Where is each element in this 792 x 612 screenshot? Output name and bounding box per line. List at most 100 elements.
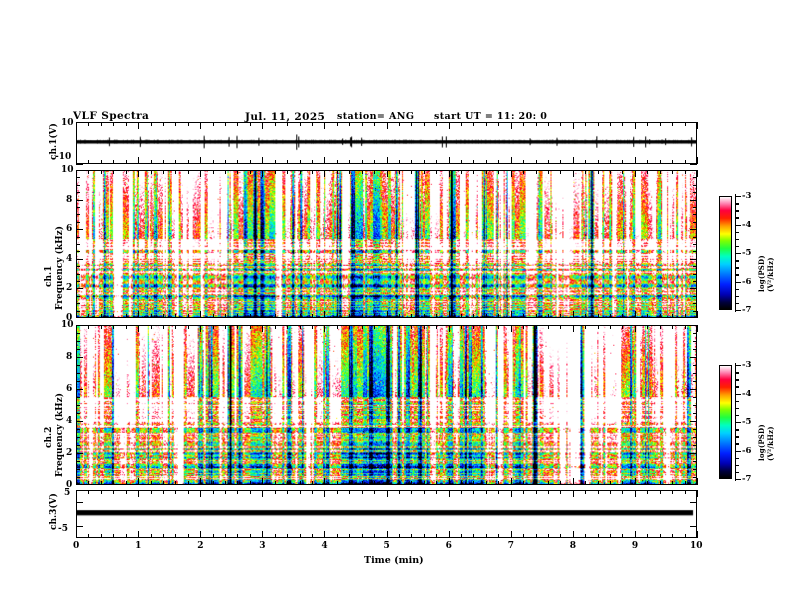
ytick-label-1-0: 10 [61,165,74,175]
xtick-minor-top-0-7-3 [547,122,549,126]
xtick-minor-top-2-6-1 [461,325,463,329]
xtick-minor-bot-3-7-2 [535,534,537,538]
xtick-minor-bot-2-9-1 [647,481,649,485]
ytick-minor-1-18 [76,184,80,186]
xtick-major-bot-0-9 [634,157,636,164]
xtick-major-top-2-6 [448,325,450,332]
ytick-mark-left-1-0 [76,170,83,171]
xtick-minor-bot-0-7-1 [523,160,525,164]
ytick-minor-r-1-10 [693,244,697,245]
xtick-major-bot-3-2 [200,531,202,538]
xtick-minor-bot-1-3-4 [311,314,313,318]
cbtick-minor-2--4.75 [736,414,739,417]
xtick-minor-top-2-3-4 [311,325,313,329]
xtick-minor-top-1-2-4 [249,170,251,174]
xtick-minor-bot-1-3-3 [299,314,301,318]
xtick-minor-top-0-2-2 [225,122,227,126]
xtick-minor-bot-2-5-3 [423,481,425,485]
xtick-minor-bot-3-1-2 [162,534,164,538]
xtick-minor-top-3-1-4 [187,490,189,494]
xtick-major-top-0-1 [138,122,140,129]
cbtick-minor-1--4.75 [736,245,739,248]
xtick-minor-bot-1-0-1 [88,314,90,318]
xtick-minor-bot-0-5-2 [411,160,413,164]
xtick-minor-bot-2-7-1 [523,481,525,485]
xtick-minor-top-2-0-4 [125,325,127,329]
colorbar-ch1-axis [735,194,737,312]
xtick-minor-top-0-7-2 [535,122,537,126]
xtick-label-10: 10 [690,541,703,551]
ytick-minor-2-17 [76,349,80,350]
colorbar-ch1-gradient [720,197,731,309]
xtick-minor-top-2-2-1 [212,325,214,329]
xtick-minor-top-0-1-2 [162,122,164,126]
xtick-minor-top-3-0-4 [125,490,127,494]
xtick-minor-top-3-6-1 [461,490,463,494]
xtick-minor-bot-0-2-2 [225,160,227,164]
xtick-minor-top-1-6-4 [498,170,500,174]
ytick-minor-r-2-13 [693,381,697,382]
ytick-minor-r-1-14 [693,214,697,216]
ch1-ytick-top: 10 [61,118,74,128]
xtick-minor-top-0-7-1 [523,122,525,126]
xtick-minor-bot-1-4-1 [336,314,338,318]
v-ytick-r-0-1 [690,164,697,165]
xtick-major-top-0-0 [76,122,77,129]
ytick-minor-1-17 [76,192,80,194]
xtick-minor-bot-1-4-3 [361,314,363,318]
ytick-minor-r-2-6 [693,437,697,438]
xtick-major-bot-2-1 [138,478,140,485]
xtick-major-bot-0-0 [76,157,77,164]
xtick-minor-bot-3-2-2 [225,534,227,538]
xtick-minor-top-3-8-3 [610,490,612,494]
xtick-minor-bot-2-4-4 [374,481,376,485]
xtick-minor-top-1-7-3 [547,170,549,174]
cbtick-label-2-2: -5 [742,417,752,427]
ytick-mark-right-2-1 [690,357,697,358]
ytick-minor-2-9 [76,413,80,414]
ytick-mark-left-2-1 [76,357,83,358]
ytick-minor-2-15 [76,365,80,366]
xtick-minor-top-0-4-1 [336,122,338,126]
xtick-minor-bot-1-6-3 [485,314,487,318]
xtick-label-3: 3 [259,541,266,551]
ytick-mark-right-1-0 [690,170,697,171]
xtick-minor-top-2-4-3 [361,325,363,329]
xtick-minor-bot-1-9-4 [684,314,686,318]
xtick-major-top-3-10 [697,490,698,497]
xtick-minor-top-2-4-4 [374,325,376,329]
colorbar-ch2-axis [735,363,737,481]
xtick-minor-top-0-8-4 [622,122,624,126]
v-ytick-0-0 [76,122,83,123]
xtick-minor-top-3-6-3 [485,490,487,494]
xtick-minor-top-1-2-2 [225,170,227,174]
ytick-mark-right-1-4 [690,288,697,290]
cbtick-2-3 [736,450,741,452]
xtick-minor-top-1-9-2 [659,170,661,174]
cbtick-label-2-0: -3 [742,360,752,370]
cbtick-minor-1--5.25 [736,260,739,262]
xtick-minor-bot-2-2-4 [249,481,251,485]
xtick-minor-top-1-9-1 [647,170,649,174]
xtick-major-top-0-9 [634,122,636,129]
ytick-mark-right-2-4 [690,453,697,454]
xtick-minor-top-1-3-3 [299,170,301,174]
ytick-label-1-2: 6 [66,224,73,235]
xtick-minor-top-1-5-3 [423,170,425,174]
xtick-major-bot-2-2 [200,478,202,485]
ch2-spec-ylabel-line1: ch.2 [44,426,54,448]
xtick-minor-top-2-0-3 [113,325,115,329]
xtick-minor-bot-0-7-4 [560,160,562,164]
xtick-major-top-3-0 [76,490,77,497]
ch1-waveform [77,123,696,163]
cbtick-minor-1--4.25 [736,231,739,234]
xtick-minor-bot-3-2-1 [212,534,214,538]
xtick-major-top-1-3 [262,170,264,177]
ch2-spectrogram-image [77,326,696,484]
colorbar-ch2-label: log(PSD)(V²/kHz) [757,424,775,461]
xtick-minor-bot-1-6-4 [498,314,500,318]
xtick-minor-bot-3-8-1 [585,534,587,538]
xtick-minor-bot-1-6-2 [473,314,475,318]
xtick-minor-top-0-2-4 [249,122,251,126]
xtick-minor-bot-1-5-3 [423,314,425,318]
